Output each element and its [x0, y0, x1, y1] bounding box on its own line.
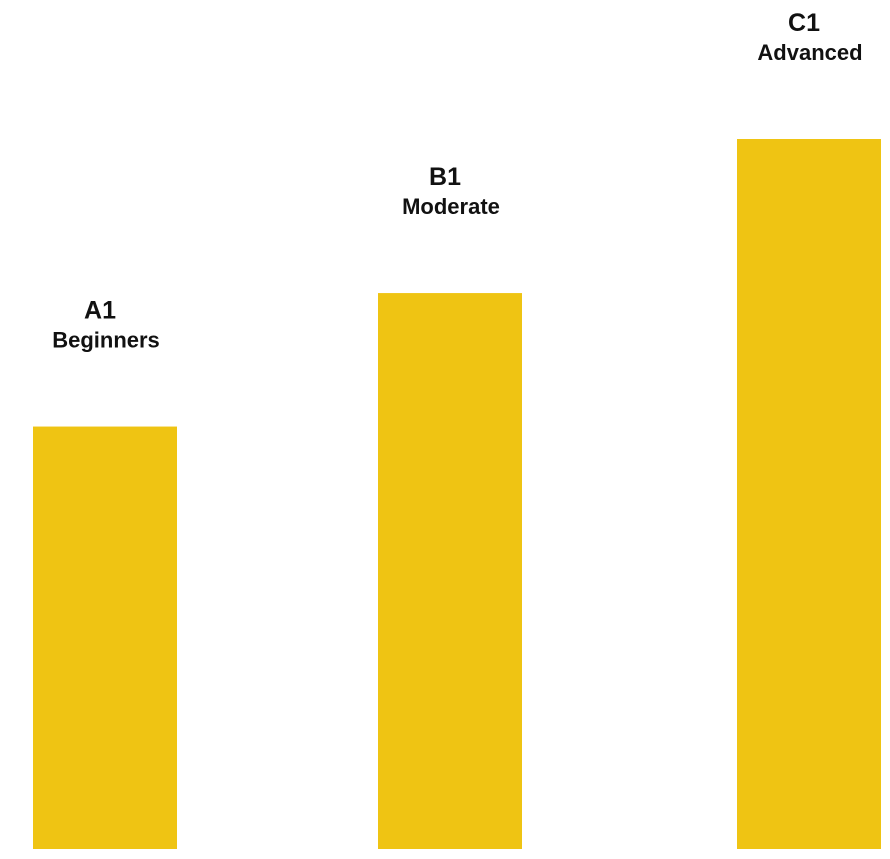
bar-category-label: A1 — [84, 297, 116, 325]
bar-level-description: Beginners — [52, 328, 160, 353]
labels-group: A1 Beginners B1 Moderate C1 Advanced — [52, 9, 862, 353]
bar-c1 — [737, 139, 881, 849]
bar-category-label: C1 — [788, 9, 820, 37]
bar-b1 — [378, 293, 522, 849]
bar-a1 — [33, 426, 177, 849]
bars-group — [33, 139, 881, 849]
bar-category-label: B1 — [429, 163, 461, 191]
bar-level-description: Advanced — [757, 40, 862, 65]
bar-level-description: Moderate — [402, 194, 500, 219]
